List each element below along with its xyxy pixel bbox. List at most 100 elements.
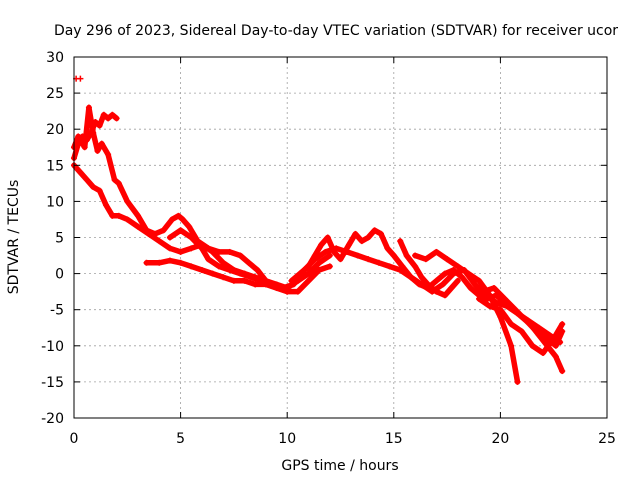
data-point [198,245,205,252]
data-point [96,187,103,194]
data-point [83,137,90,144]
data-point [508,342,515,349]
data-point [220,274,227,281]
data-point [94,147,101,154]
data-point [237,252,244,259]
x-tick-label: 0 [70,431,79,447]
y-tick-label: 30 [46,50,64,66]
x-tick-label: 15 [385,431,403,447]
data-point [115,180,122,187]
y-tick-label: 25 [46,86,64,102]
data-point [316,266,323,273]
data-point [279,285,286,292]
data-point [403,252,410,259]
data-point [497,306,504,313]
data-point [358,238,365,245]
data-point [397,238,404,245]
data-point [215,263,222,270]
data-point [160,227,167,234]
data-point [247,274,254,281]
data-point [384,245,391,252]
data-point [98,140,105,147]
data-point [424,281,431,288]
data-point [352,230,359,237]
x-tick-label: 25 [598,431,616,447]
data-point [175,212,182,219]
data-point [75,140,82,147]
data-point [245,259,252,266]
data-point [85,104,92,111]
x-tick-label: 10 [278,431,296,447]
data-point [179,216,186,223]
data-point [514,378,521,385]
data-point [88,129,95,136]
data-point [220,259,227,266]
data-point [169,216,176,223]
data-point [433,288,440,295]
data-point [92,118,99,125]
data-point [124,216,131,223]
y-tick-label: 15 [46,158,64,174]
data-point [83,176,90,183]
data-point [450,266,457,273]
grid [74,57,607,418]
chart-title: Day 296 of 2023, Sidereal Day-to-day VTE… [54,23,618,39]
data-point [186,223,193,230]
data-point [124,198,131,205]
data-point [399,263,406,270]
y-tick-label: -15 [41,375,64,391]
series-track-7 [397,238,461,299]
data-point [375,259,382,266]
data-point [365,256,372,263]
data-series [71,75,566,385]
plot-frame [73,56,608,419]
data-point [322,248,329,255]
data-point [471,281,478,288]
data-point [486,303,493,310]
data-point [467,285,474,292]
data-point [143,259,150,266]
data-point [305,270,312,277]
data-point [209,270,216,277]
data-point [177,248,184,255]
data-point [476,295,483,302]
data-point [215,248,222,255]
data-point [386,263,393,270]
data-point [241,277,248,284]
data-point [288,277,295,284]
data-point [448,285,455,292]
y-tick-label: -5 [50,303,64,319]
data-point [166,245,173,252]
data-point [134,212,141,219]
x-tick-label: 5 [176,431,185,447]
data-point [441,270,448,277]
data-point [337,256,344,263]
data-point [296,270,303,277]
y-tick-label: -10 [41,339,64,355]
data-point [465,270,472,277]
data-point [512,306,519,313]
data-point [81,144,88,151]
data-point [205,256,212,263]
y-tick-label: 0 [55,267,64,283]
data-point [491,285,498,292]
data-point [318,241,325,248]
data-point [544,335,551,342]
data-point [305,277,312,284]
data-point [109,111,116,118]
data-point [258,277,265,284]
data-point [529,342,536,349]
data-point [237,270,244,277]
data-point [188,263,195,270]
y-tick-label: -20 [41,411,64,427]
data-point [109,212,116,219]
data-point [188,234,195,241]
data-point [439,281,446,288]
y-axis-label: SDTVAR / TECUs [6,180,22,295]
data-point [390,252,397,259]
data-point [444,256,451,263]
data-point [90,183,97,190]
data-point [412,263,419,270]
data-point [252,281,259,288]
data-point [230,277,237,284]
